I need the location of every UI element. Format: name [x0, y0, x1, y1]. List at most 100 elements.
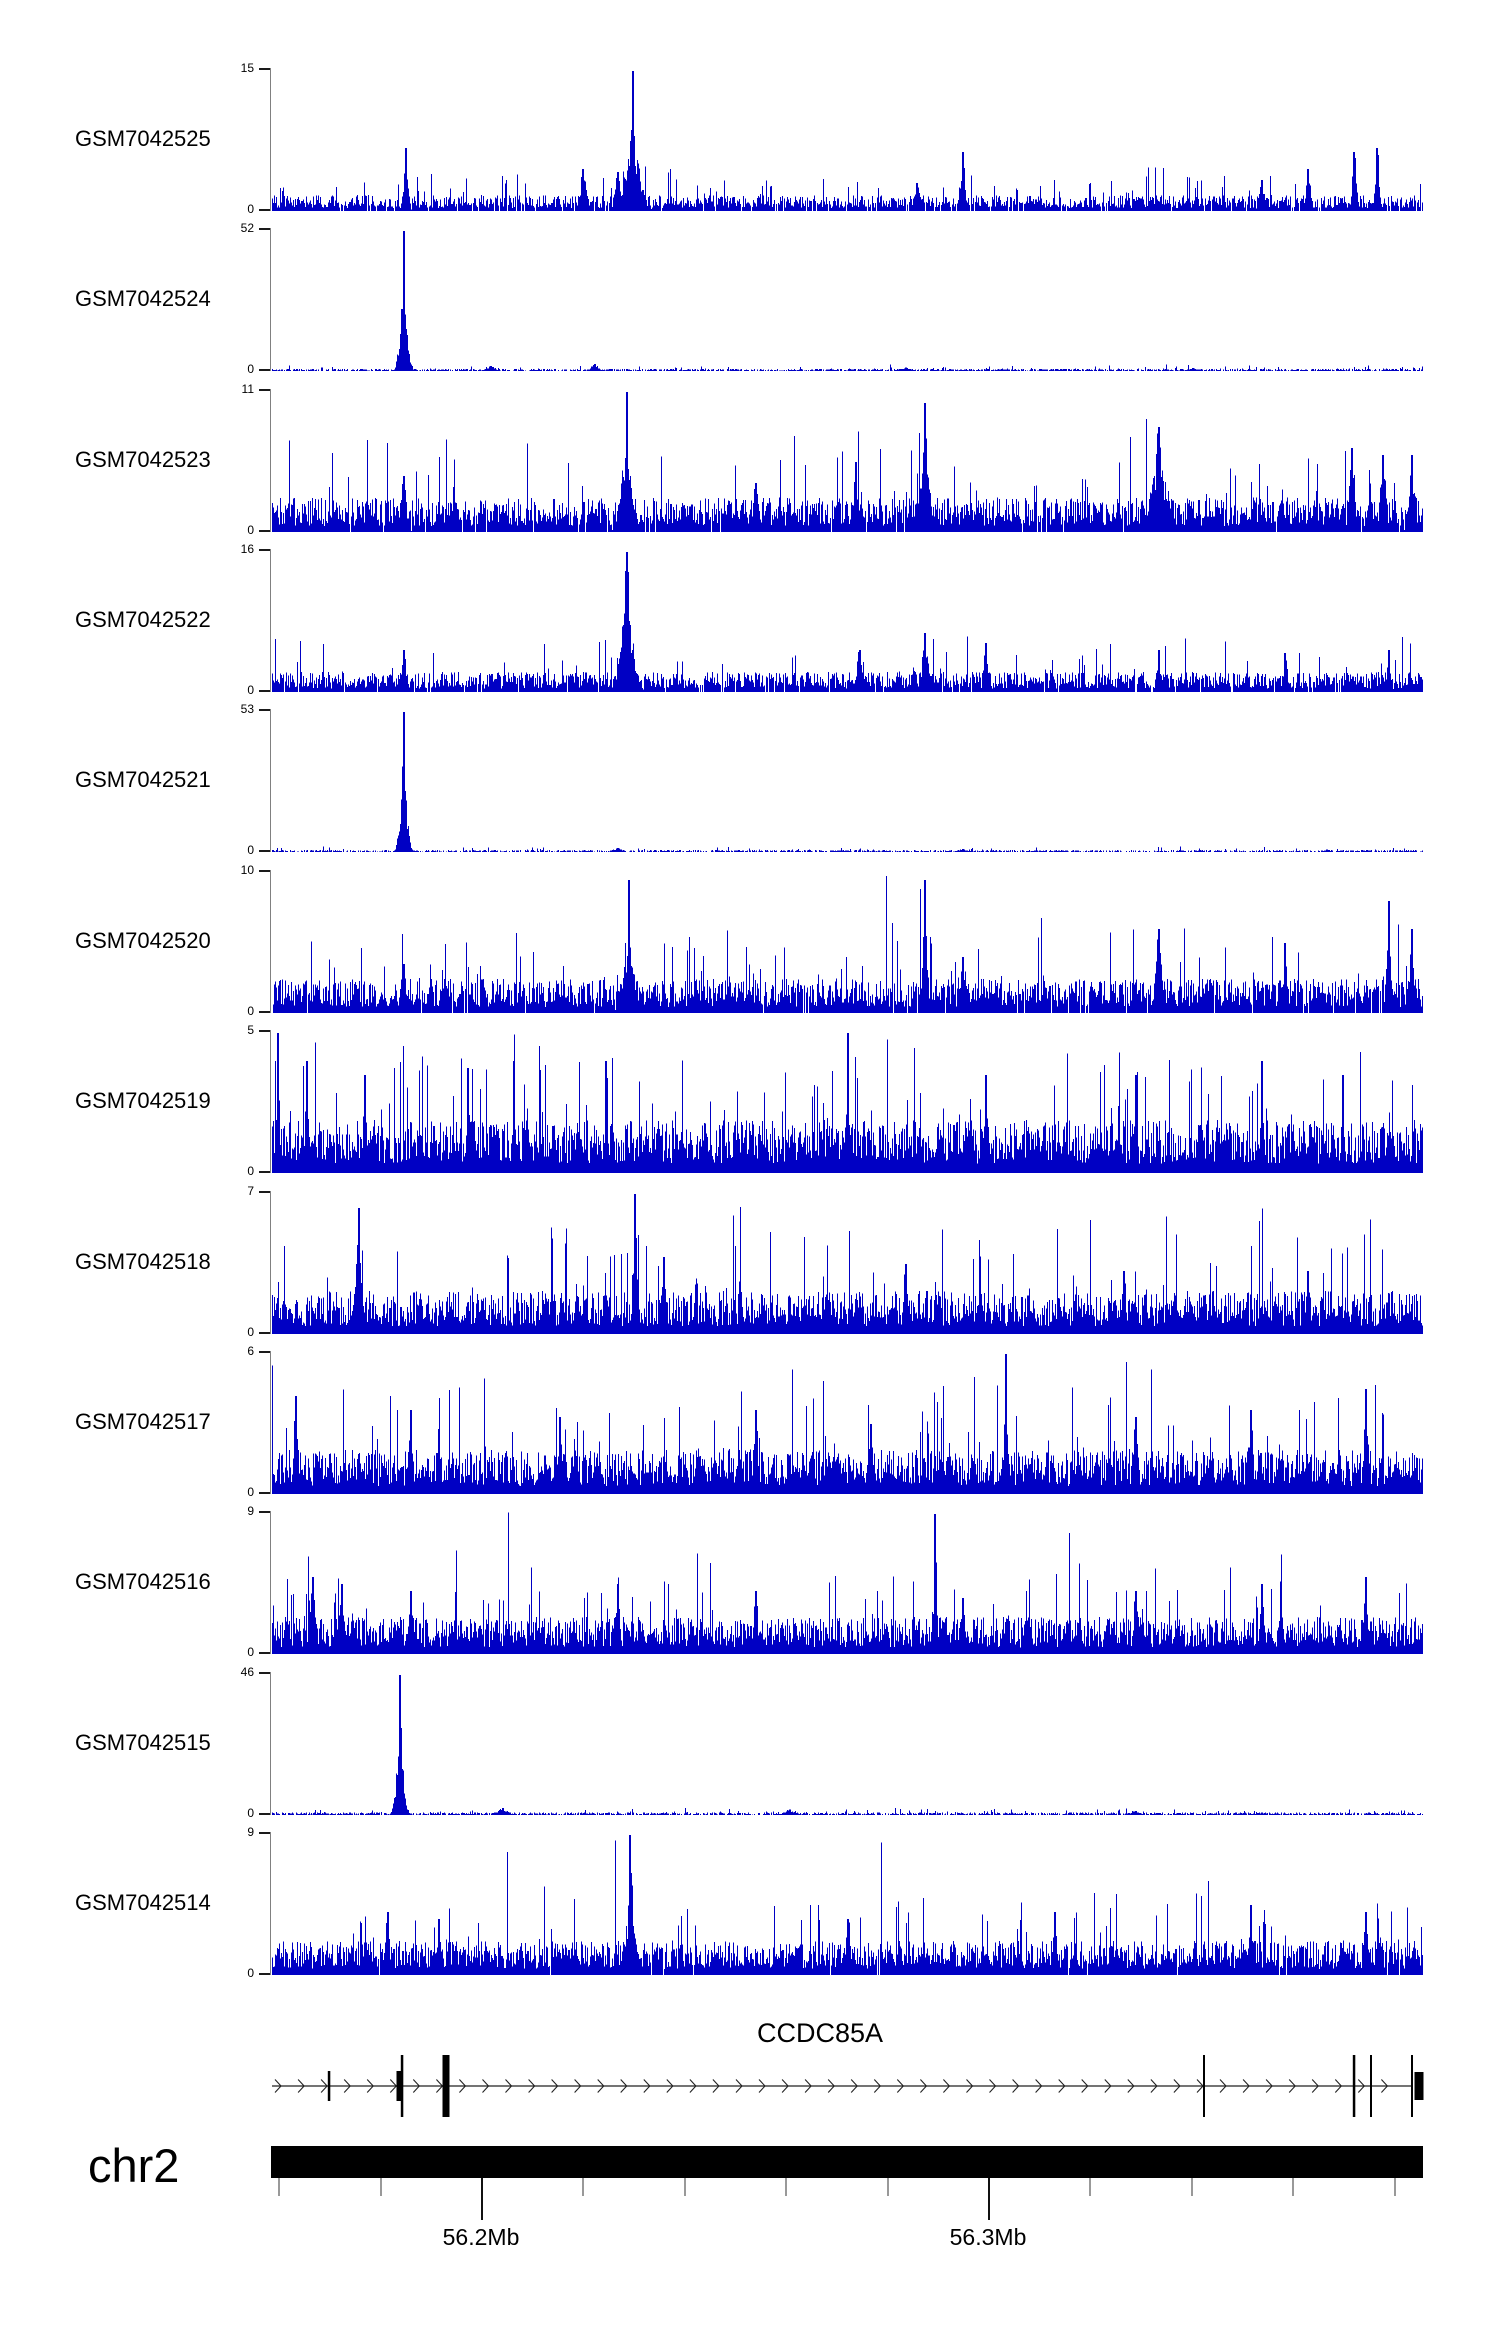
y-axis-zero-label: 0	[247, 1645, 254, 1659]
y-axis-max-label: 9	[247, 1504, 254, 1518]
strand-arrow-icon	[989, 2079, 997, 2093]
track-sample-label: GSM7042518	[75, 1248, 211, 1274]
strand-arrow-icon	[966, 2079, 974, 2093]
y-axis-zero-tick	[259, 209, 270, 211]
y-axis-line	[270, 1832, 271, 1975]
track-sample-label: GSM7042524	[75, 285, 211, 311]
strand-arrow-icon	[689, 2079, 697, 2093]
y-axis-line	[270, 870, 271, 1013]
y-axis-top-tick	[259, 68, 270, 70]
track-sample-label: GSM7042525	[75, 125, 211, 151]
coverage-signal	[272, 551, 1423, 692]
y-axis-zero-label: 0	[247, 1325, 254, 1339]
strand-arrow-icon	[666, 2079, 674, 2093]
strand-arrow-icon	[1334, 2079, 1343, 2093]
y-axis-line	[270, 1351, 271, 1494]
y-axis-zero-tick	[259, 1171, 270, 1173]
y-axis-max-label: 16	[240, 542, 254, 556]
coverage-signal	[272, 1834, 1423, 1975]
ruler-major-tick	[988, 2178, 990, 2220]
y-axis-zero-label: 0	[247, 362, 254, 376]
track-sample-label: GSM7042523	[75, 446, 211, 472]
exon-mark	[1411, 2055, 1413, 2117]
strand-arrow-icon	[505, 2079, 513, 2093]
y-axis-zero-tick	[259, 1011, 270, 1013]
exon-mark	[1370, 2055, 1372, 2117]
y-axis-top-tick	[259, 389, 270, 391]
y-axis-max-label: 10	[240, 863, 254, 877]
y-axis-top-tick	[259, 1832, 270, 1834]
track-sample-label: GSM7042519	[75, 1087, 211, 1113]
coverage-signal-path	[272, 1674, 1423, 1815]
y-axis-line	[270, 1511, 271, 1654]
exon-mark	[1203, 2055, 1205, 2117]
coverage-signal-path	[272, 1032, 1423, 1173]
ruler-coordinate-label: 56.2Mb	[442, 2224, 520, 2250]
coverage-signal	[273, 875, 1423, 1013]
exon-mark	[442, 2055, 450, 2117]
y-axis-top-tick	[259, 228, 270, 230]
track-sample-label: GSM7042517	[75, 1408, 211, 1434]
strand-arrow-icon	[919, 2079, 928, 2093]
y-axis-zero-tick	[259, 1492, 270, 1494]
y-axis-max-label: 5	[247, 1023, 254, 1037]
y-axis-zero-label: 0	[247, 1485, 254, 1499]
strand-arrow-icon	[1058, 2079, 1066, 2093]
strand-arrow-icon	[1035, 2079, 1043, 2093]
y-axis-max-label: 15	[240, 61, 254, 75]
exon-mark	[396, 2071, 402, 2101]
gene-model-track	[272, 2055, 1424, 2117]
coverage-signal-path	[272, 1512, 1423, 1654]
strand-arrow-icon	[435, 2079, 444, 2093]
coverage-signal-path	[272, 391, 1423, 532]
strand-arrow-icon	[896, 2079, 905, 2093]
y-axis-top-tick	[259, 709, 270, 711]
y-axis-line	[270, 549, 271, 692]
strand-arrow-icon	[528, 2079, 536, 2093]
strand-arrow-icon	[482, 2079, 490, 2093]
ruler-major-tick	[481, 2178, 483, 2220]
strand-arrow-icon	[942, 2079, 951, 2093]
ruler-coordinate-label: 56.3Mb	[949, 2224, 1027, 2250]
y-axis-line	[270, 389, 271, 532]
strand-arrow-icon	[1104, 2079, 1112, 2093]
y-axis-zero-tick	[259, 530, 270, 532]
strand-arrow-icon	[758, 2079, 766, 2093]
coverage-signal	[272, 1674, 1423, 1815]
coverage-signal-path	[273, 875, 1423, 1013]
strand-arrow-icon	[297, 2079, 305, 2093]
strand-arrow-icon	[735, 2079, 743, 2093]
ruler-minor-tick	[887, 2178, 889, 2196]
strand-arrow-icon	[1219, 2079, 1227, 2093]
strand-arrow-icon	[712, 2079, 720, 2093]
coverage-signal	[272, 391, 1423, 532]
y-axis-zero-label: 0	[247, 843, 254, 857]
y-axis-zero-tick	[259, 690, 270, 692]
exon-mark	[1352, 2055, 1356, 2117]
y-axis-zero-label: 0	[247, 1004, 254, 1018]
ruler-minor-tick	[582, 2178, 584, 2196]
strand-arrow-icon	[274, 2079, 282, 2093]
y-axis-max-label: 52	[240, 221, 254, 235]
strand-arrow-icon	[1288, 2079, 1296, 2093]
strand-arrow-icon	[781, 2079, 789, 2093]
y-axis-max-label: 6	[247, 1344, 254, 1358]
strand-arrow-icon	[1127, 2079, 1135, 2093]
y-axis-zero-label: 0	[247, 1164, 254, 1178]
strand-arrow-icon	[873, 2079, 882, 2093]
strand-arrow-icon	[1380, 2079, 1389, 2093]
strand-arrow-icon	[850, 2079, 858, 2093]
track-sample-label: GSM7042521	[75, 766, 211, 792]
y-axis-top-tick	[259, 549, 270, 551]
y-axis-zero-tick	[259, 369, 270, 371]
strand-arrow-icon	[597, 2079, 605, 2093]
strand-arrow-icon	[574, 2079, 582, 2093]
y-axis-top-tick	[259, 1351, 270, 1353]
y-axis-zero-tick	[259, 1332, 270, 1334]
y-axis-max-label: 53	[240, 702, 254, 716]
y-axis-zero-label: 0	[247, 523, 254, 537]
gene-title: CCDC85A	[756, 2018, 884, 2048]
coverage-signal-path	[272, 1353, 1423, 1494]
y-axis-top-tick	[259, 1030, 270, 1032]
